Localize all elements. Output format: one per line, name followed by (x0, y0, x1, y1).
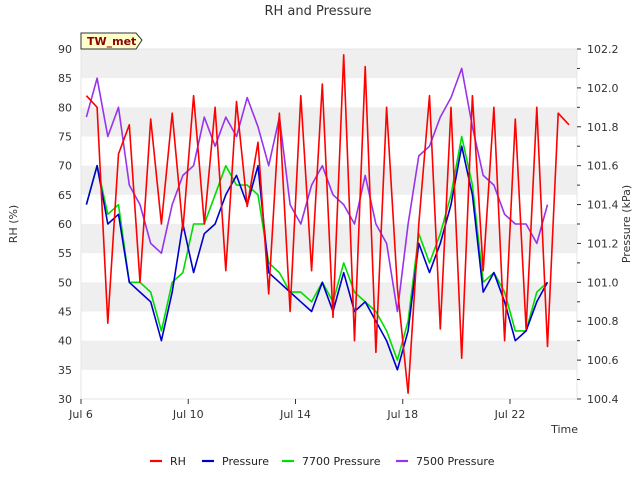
y-tick-label: 65 (58, 189, 72, 202)
site-label: TW_met (87, 35, 136, 48)
grid-band (81, 49, 577, 79)
y-axis-right: 100.4 100.6 100.8 101.0 101.2 101.4 101.6 101.8… (577, 43, 619, 406)
y2-tick-label: 100.6 (587, 354, 619, 367)
y-tick-label: 40 (58, 335, 72, 348)
y-tick-label: 45 (58, 306, 72, 319)
grid-band (81, 107, 577, 137)
y2-tick-label: 101.0 (587, 276, 619, 289)
legend-label: Pressure (222, 455, 269, 468)
x-tick-label: Jul 10 (172, 408, 204, 421)
y2-tick-label: 102.2 (587, 43, 619, 56)
y-tick-label: 35 (58, 364, 72, 377)
site-badge: TW_met (80, 32, 143, 50)
grid-band (81, 340, 577, 370)
y2-tick-label: 101.6 (587, 160, 619, 173)
y2-tick-label: 101.2 (587, 237, 619, 250)
legend-label: 7500 Pressure (416, 455, 495, 468)
legend-label: 7700 Pressure (302, 455, 381, 468)
y-tick-label: 70 (58, 160, 72, 173)
y-axis-title: RH (%) (7, 205, 20, 243)
series-lines (85, 54, 570, 394)
y-tick-label: 90 (58, 43, 72, 56)
chart-title: RH and Pressure (264, 4, 371, 19)
y-tick-label: 55 (58, 247, 72, 260)
y2-tick-label: 100.8 (587, 315, 619, 328)
y-tick-label: 85 (58, 72, 72, 85)
x-tick-label: Jul 18 (386, 408, 418, 421)
y-tick-label: 80 (58, 101, 72, 114)
x-tick-label: Jul 6 (68, 408, 93, 421)
y2-axis-title: Pressure (kPa) (620, 185, 633, 263)
y2-tick-label: 102.0 (587, 82, 619, 95)
legend: RH Pressure 7700 Pressure 7500 Pressure (150, 455, 495, 468)
grid-bands (80, 48, 578, 400)
grid-band (81, 165, 577, 195)
legend-label: RH (170, 455, 186, 468)
x-tick-label: Jul 14 (279, 408, 311, 421)
y2-tick-label: 101.8 (587, 121, 619, 134)
series-line-pressure (85, 145, 549, 371)
y2-tick-label: 101.4 (587, 199, 619, 212)
y-axis-left: 30 35 40 45 50 55 60 65 70 75 80 85 90 (58, 43, 72, 406)
y-tick-label: 30 (58, 393, 72, 406)
series-line-7700-pressure (85, 135, 549, 361)
series-line-rh (85, 54, 570, 394)
grid-band (81, 282, 577, 312)
x-axis-title: Time (550, 423, 578, 436)
x-axis: Jul 6 Jul 10 Jul 14 Jul 18 Jul 22 (68, 399, 525, 421)
x-tick-label: Jul 22 (494, 408, 526, 421)
y-tick-label: 60 (58, 218, 72, 231)
y-tick-label: 75 (58, 131, 72, 144)
y2-tick-label: 100.4 (587, 393, 619, 406)
y-tick-label: 50 (58, 276, 72, 289)
